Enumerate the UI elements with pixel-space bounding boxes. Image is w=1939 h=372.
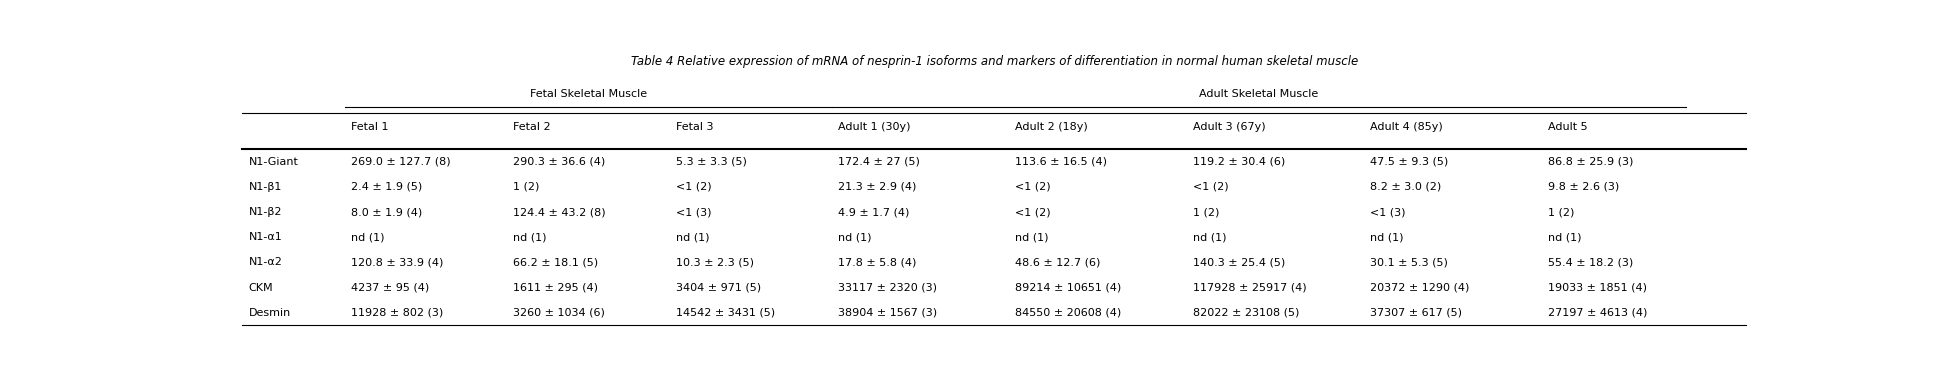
- Text: N1-Giant: N1-Giant: [248, 157, 299, 167]
- Text: 117928 ± 25917 (4): 117928 ± 25917 (4): [1192, 283, 1305, 293]
- Text: Desmin: Desmin: [248, 308, 291, 318]
- Text: 30.1 ± 5.3 (5): 30.1 ± 5.3 (5): [1369, 257, 1446, 267]
- Text: Table 4 Relative expression of mRNA of nesprin-1 isoforms and markers of differe: Table 4 Relative expression of mRNA of n…: [630, 55, 1357, 68]
- Text: <1 (2): <1 (2): [1192, 182, 1227, 192]
- Text: 290.3 ± 36.6 (4): 290.3 ± 36.6 (4): [512, 157, 605, 167]
- Text: nd (1): nd (1): [675, 232, 708, 242]
- Text: 48.6 ± 12.7 (6): 48.6 ± 12.7 (6): [1014, 257, 1099, 267]
- Text: 9.8 ± 2.6 (3): 9.8 ± 2.6 (3): [1547, 182, 1617, 192]
- Text: 119.2 ± 30.4 (6): 119.2 ± 30.4 (6): [1192, 157, 1284, 167]
- Text: 5.3 ± 3.3 (5): 5.3 ± 3.3 (5): [675, 157, 747, 167]
- Text: Adult 3 (67y): Adult 3 (67y): [1192, 122, 1264, 132]
- Text: 1611 ± 295 (4): 1611 ± 295 (4): [512, 283, 597, 293]
- Text: Fetal 3: Fetal 3: [675, 122, 714, 132]
- Text: Adult 1 (30y): Adult 1 (30y): [838, 122, 909, 132]
- Text: 3404 ± 971 (5): 3404 ± 971 (5): [675, 283, 760, 293]
- Text: 124.4 ± 43.2 (8): 124.4 ± 43.2 (8): [512, 207, 605, 217]
- Text: 1 (2): 1 (2): [1192, 207, 1218, 217]
- Text: <1 (2): <1 (2): [1014, 207, 1051, 217]
- Text: 20372 ± 1290 (4): 20372 ± 1290 (4): [1369, 283, 1468, 293]
- Text: 2.4 ± 1.9 (5): 2.4 ± 1.9 (5): [351, 182, 423, 192]
- Text: N1-β2: N1-β2: [248, 207, 281, 217]
- Text: 17.8 ± 5.8 (4): 17.8 ± 5.8 (4): [838, 257, 915, 267]
- Text: <1 (2): <1 (2): [1014, 182, 1051, 192]
- Text: nd (1): nd (1): [1192, 232, 1225, 242]
- Text: 14542 ± 3431 (5): 14542 ± 3431 (5): [675, 308, 774, 318]
- Text: 8.2 ± 3.0 (2): 8.2 ± 3.0 (2): [1369, 182, 1441, 192]
- Text: N1-α1: N1-α1: [248, 232, 281, 242]
- Text: Fetal 1: Fetal 1: [351, 122, 388, 132]
- Text: 1 (2): 1 (2): [512, 182, 539, 192]
- Text: 4.9 ± 1.7 (4): 4.9 ± 1.7 (4): [838, 207, 909, 217]
- Text: 21.3 ± 2.9 (4): 21.3 ± 2.9 (4): [838, 182, 915, 192]
- Text: Fetal 2: Fetal 2: [512, 122, 551, 132]
- Text: nd (1): nd (1): [1547, 232, 1580, 242]
- Text: Adult 4 (85y): Adult 4 (85y): [1369, 122, 1443, 132]
- Text: 27197 ± 4613 (4): 27197 ± 4613 (4): [1547, 308, 1646, 318]
- Text: N1-β1: N1-β1: [248, 182, 281, 192]
- Text: <1 (2): <1 (2): [675, 182, 712, 192]
- Text: 47.5 ± 9.3 (5): 47.5 ± 9.3 (5): [1369, 157, 1448, 167]
- Text: 86.8 ± 25.9 (3): 86.8 ± 25.9 (3): [1547, 157, 1633, 167]
- Text: 33117 ± 2320 (3): 33117 ± 2320 (3): [838, 283, 937, 293]
- Text: 172.4 ± 27 (5): 172.4 ± 27 (5): [838, 157, 919, 167]
- Text: Adult Skeletal Muscle: Adult Skeletal Muscle: [1198, 89, 1319, 99]
- Text: 11928 ± 802 (3): 11928 ± 802 (3): [351, 308, 442, 318]
- Text: 8.0 ± 1.9 (4): 8.0 ± 1.9 (4): [351, 207, 423, 217]
- Text: 19033 ± 1851 (4): 19033 ± 1851 (4): [1547, 283, 1646, 293]
- Text: Adult 2 (18y): Adult 2 (18y): [1014, 122, 1088, 132]
- Text: 113.6 ± 16.5 (4): 113.6 ± 16.5 (4): [1014, 157, 1107, 167]
- Text: nd (1): nd (1): [512, 232, 547, 242]
- Text: 269.0 ± 127.7 (8): 269.0 ± 127.7 (8): [351, 157, 450, 167]
- Text: Fetal Skeletal Muscle: Fetal Skeletal Muscle: [529, 89, 646, 99]
- Text: 84550 ± 20608 (4): 84550 ± 20608 (4): [1014, 308, 1121, 318]
- Text: CKM: CKM: [248, 283, 273, 293]
- Text: 38904 ± 1567 (3): 38904 ± 1567 (3): [838, 308, 937, 318]
- Text: nd (1): nd (1): [351, 232, 384, 242]
- Text: 89214 ± 10651 (4): 89214 ± 10651 (4): [1014, 283, 1121, 293]
- Text: Adult 5: Adult 5: [1547, 122, 1586, 132]
- Text: nd (1): nd (1): [1369, 232, 1404, 242]
- Text: 10.3 ± 2.3 (5): 10.3 ± 2.3 (5): [675, 257, 752, 267]
- Text: 82022 ± 23108 (5): 82022 ± 23108 (5): [1192, 308, 1299, 318]
- Text: 4237 ± 95 (4): 4237 ± 95 (4): [351, 283, 429, 293]
- Text: 140.3 ± 25.4 (5): 140.3 ± 25.4 (5): [1192, 257, 1284, 267]
- Text: nd (1): nd (1): [838, 232, 871, 242]
- Text: nd (1): nd (1): [1014, 232, 1049, 242]
- Text: 55.4 ± 18.2 (3): 55.4 ± 18.2 (3): [1547, 257, 1633, 267]
- Text: 1 (2): 1 (2): [1547, 207, 1573, 217]
- Text: 3260 ± 1034 (6): 3260 ± 1034 (6): [512, 308, 605, 318]
- Text: 120.8 ± 33.9 (4): 120.8 ± 33.9 (4): [351, 257, 442, 267]
- Text: N1-α2: N1-α2: [248, 257, 283, 267]
- Text: 66.2 ± 18.1 (5): 66.2 ± 18.1 (5): [512, 257, 597, 267]
- Text: 37307 ± 617 (5): 37307 ± 617 (5): [1369, 308, 1462, 318]
- Text: <1 (3): <1 (3): [1369, 207, 1406, 217]
- Text: <1 (3): <1 (3): [675, 207, 710, 217]
